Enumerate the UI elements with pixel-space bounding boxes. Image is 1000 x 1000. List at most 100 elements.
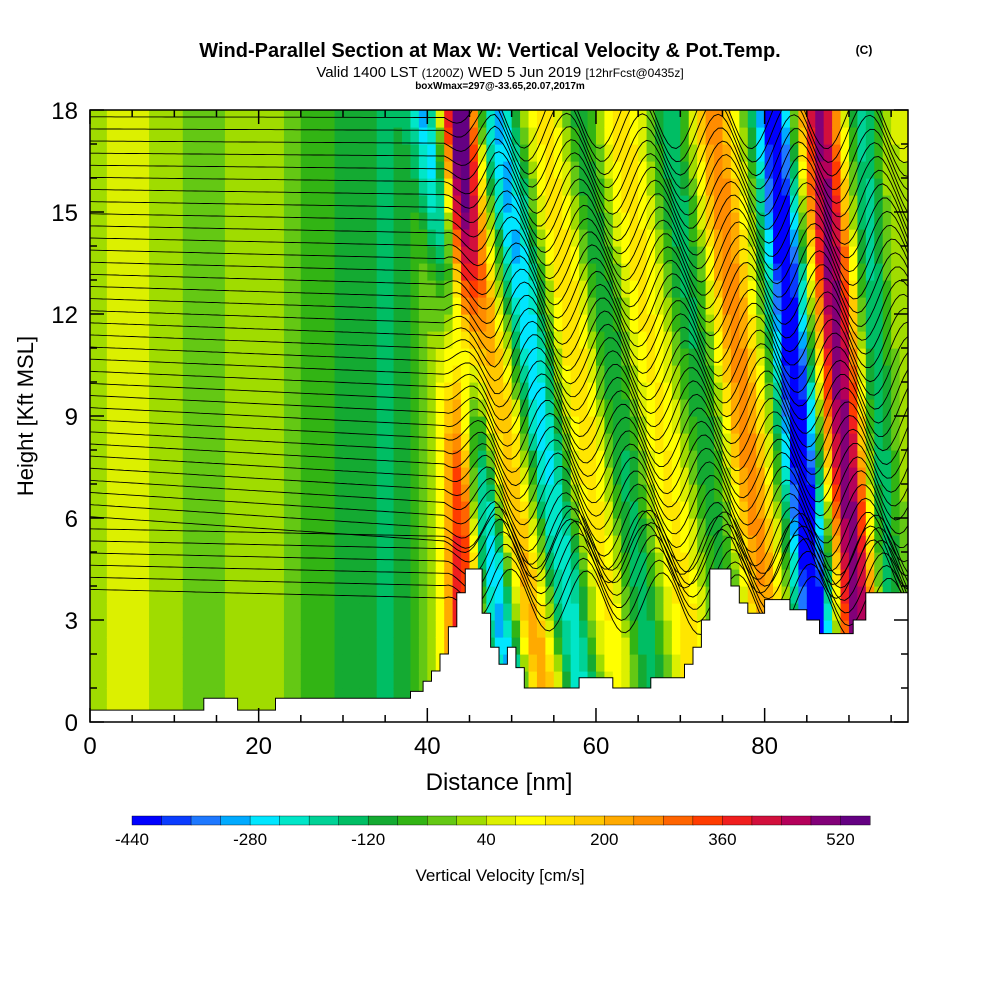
field-cell bbox=[545, 178, 555, 196]
field-cell bbox=[106, 110, 116, 128]
field-cell bbox=[317, 416, 327, 434]
field-cell bbox=[747, 229, 757, 247]
field-cell bbox=[587, 331, 597, 349]
field-cell bbox=[385, 348, 395, 366]
field-cell bbox=[764, 144, 774, 162]
field-cell bbox=[241, 144, 251, 162]
field-cell bbox=[98, 552, 108, 570]
field-cell bbox=[283, 654, 293, 672]
field-cell bbox=[132, 535, 142, 553]
field-cell bbox=[165, 535, 175, 553]
field-cell bbox=[157, 450, 167, 468]
field-cell bbox=[90, 297, 100, 315]
field-cell bbox=[334, 450, 344, 468]
field-cell bbox=[208, 586, 218, 604]
field-cell bbox=[444, 144, 454, 162]
field-cell bbox=[444, 586, 454, 604]
field-cell bbox=[722, 348, 732, 366]
field-cell bbox=[840, 382, 850, 400]
field-cell bbox=[663, 416, 673, 434]
field-cell bbox=[368, 178, 378, 196]
field-cell bbox=[697, 586, 707, 604]
field-cell bbox=[224, 229, 234, 247]
field-cell bbox=[115, 671, 125, 689]
field-cell bbox=[250, 501, 260, 519]
field-cell bbox=[545, 246, 555, 264]
field-cell bbox=[250, 195, 260, 213]
field-cell bbox=[882, 433, 892, 451]
field-cell bbox=[165, 365, 175, 383]
field-cell bbox=[191, 365, 201, 383]
field-cell bbox=[241, 552, 251, 570]
field-cell bbox=[638, 110, 648, 128]
field-cell bbox=[359, 467, 369, 485]
field-cell bbox=[174, 501, 184, 519]
field-cell bbox=[174, 654, 184, 672]
field-cell bbox=[283, 212, 293, 230]
field-cell bbox=[216, 603, 226, 621]
field-cell bbox=[899, 433, 908, 451]
field-cell bbox=[233, 620, 243, 638]
field-cell bbox=[486, 535, 496, 553]
field-cell bbox=[722, 178, 732, 196]
field-cell bbox=[283, 535, 293, 553]
field-cell bbox=[655, 348, 665, 366]
field-cell bbox=[688, 331, 698, 349]
field-cell bbox=[798, 229, 808, 247]
field-cell bbox=[722, 518, 732, 536]
field-cell bbox=[376, 569, 386, 587]
field-cell bbox=[300, 518, 310, 536]
field-cell bbox=[806, 314, 816, 332]
field-cell bbox=[182, 501, 192, 519]
field-cell bbox=[300, 603, 310, 621]
field-cell bbox=[579, 603, 589, 621]
field-cell bbox=[730, 399, 740, 417]
field-cell bbox=[595, 467, 606, 485]
field-cell bbox=[511, 127, 521, 145]
field-cell bbox=[747, 365, 757, 383]
field-cell bbox=[317, 263, 327, 281]
field-cell bbox=[899, 280, 908, 298]
field-cell bbox=[857, 518, 867, 536]
field-cell bbox=[545, 331, 555, 349]
field-cell bbox=[258, 586, 268, 604]
field-cell bbox=[208, 501, 218, 519]
field-cell bbox=[494, 161, 504, 179]
x-axis-title: Distance [nm] bbox=[426, 769, 573, 796]
colorbar-swatch bbox=[722, 815, 753, 826]
field-cell bbox=[882, 501, 892, 519]
field-cell bbox=[832, 552, 842, 570]
field-cell bbox=[553, 365, 563, 383]
field-cell bbox=[233, 280, 243, 298]
field-cell bbox=[528, 433, 538, 451]
field-cell bbox=[730, 450, 740, 468]
field-cell bbox=[562, 637, 572, 655]
field-cell bbox=[579, 314, 589, 332]
field-cell bbox=[410, 127, 420, 145]
field-cell bbox=[621, 654, 631, 672]
field-cell bbox=[258, 127, 268, 145]
field-cell bbox=[663, 586, 673, 604]
field-cell bbox=[612, 263, 622, 281]
field-cell bbox=[385, 552, 395, 570]
field-cell bbox=[149, 484, 159, 502]
field-cell bbox=[149, 586, 159, 604]
field-cell bbox=[612, 348, 622, 366]
field-cell bbox=[224, 144, 234, 162]
field-cell bbox=[410, 501, 420, 519]
field-cell bbox=[688, 195, 698, 213]
field-cell bbox=[832, 382, 842, 400]
field-cell bbox=[494, 399, 504, 417]
field-cell bbox=[317, 229, 327, 247]
field-cell bbox=[612, 654, 622, 672]
field-cell bbox=[688, 518, 698, 536]
field-cell bbox=[300, 348, 310, 366]
field-cell bbox=[452, 195, 462, 213]
field-cell bbox=[216, 127, 226, 145]
field-cell bbox=[359, 416, 369, 434]
field-cell bbox=[553, 314, 563, 332]
field-cell bbox=[671, 314, 681, 332]
field-cell bbox=[233, 671, 243, 689]
field-cell bbox=[848, 178, 859, 196]
field-cell bbox=[317, 127, 327, 145]
